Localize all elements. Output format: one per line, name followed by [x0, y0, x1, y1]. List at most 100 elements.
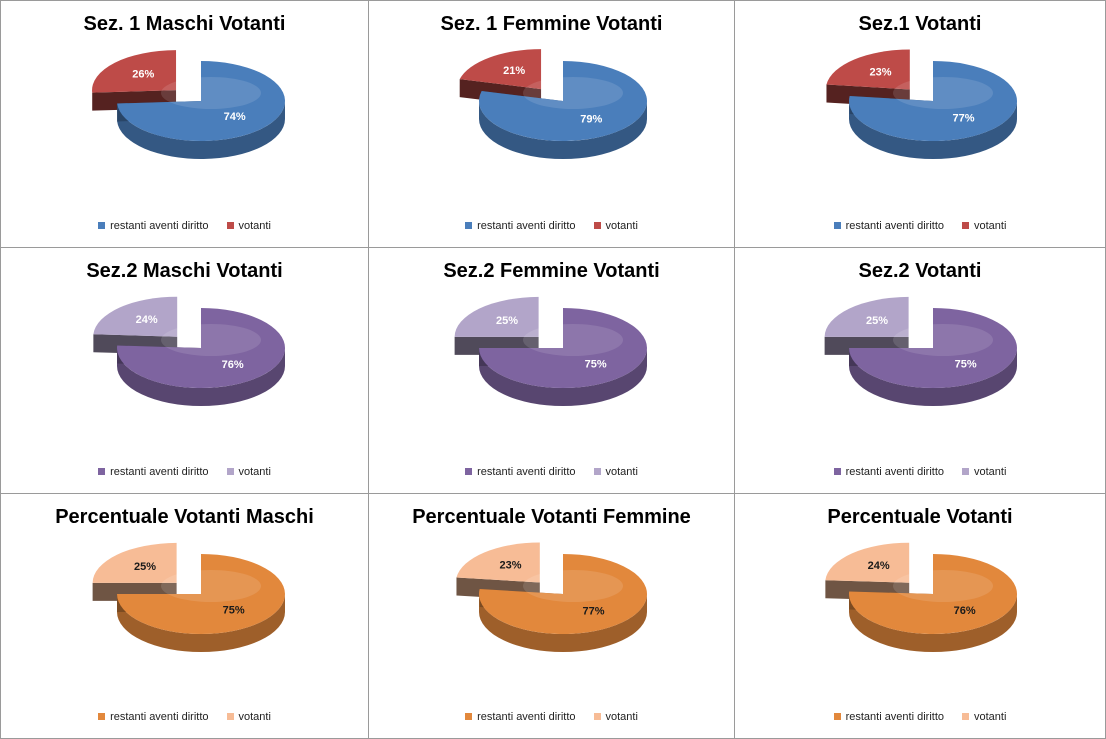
- chart-panel: Sez.1 Votanti 77% 23% restanti aventi dirit…: [734, 0, 1106, 248]
- pie-chart: 76% 24%: [93, 296, 285, 406]
- chart-title: Sez.2 Maschi Votanti: [86, 260, 283, 282]
- legend-item: restanti aventi diritto: [98, 466, 209, 478]
- slice-restanti-4: [479, 308, 647, 388]
- legend-item: restanti aventi diritto: [465, 711, 576, 723]
- chart-panel: Percentuale Votanti Femmine 77% 23% restant…: [368, 493, 735, 739]
- slice-highlight-7: [523, 570, 623, 602]
- data-label-votanti: 24%: [868, 560, 890, 572]
- legend-swatch: [98, 468, 106, 475]
- chart-panel: Sez.2 Maschi Votanti 76% 24% restanti avent…: [0, 247, 369, 494]
- legend-swatch: [593, 713, 601, 720]
- slice-highlight-3: [161, 324, 261, 356]
- legend-item: votanti: [226, 220, 271, 232]
- legend-label: votanti: [974, 466, 1007, 478]
- slice-highlight-0: [161, 77, 261, 109]
- chart-panel: Percentuale Votanti Maschi 75% 25% restanti…: [0, 493, 369, 739]
- legend-label: votanti: [605, 711, 638, 723]
- slice-votanti-2: [826, 49, 910, 90]
- legend-swatch: [465, 222, 473, 229]
- legend-swatch: [833, 468, 841, 475]
- data-label-restanti: 75%: [223, 605, 245, 617]
- legend-swatch: [593, 468, 601, 475]
- slice-votanti-7: [456, 542, 540, 583]
- chart-panel: Sez.2 Votanti 75% 25% restanti aventi dirit…: [734, 247, 1106, 494]
- legend-item: votanti: [226, 711, 271, 723]
- legend-label: restanti aventi diritto: [110, 466, 209, 478]
- pie-chart: 76% 24%: [825, 542, 1017, 652]
- legend-label: restanti aventi diritto: [845, 466, 944, 478]
- data-label-votanti: 21%: [503, 65, 525, 77]
- data-label-votanti: 23%: [499, 559, 521, 571]
- data-label-restanti: 79%: [580, 113, 602, 125]
- legend-swatch: [98, 222, 106, 229]
- slice-restanti-wall-6: [117, 594, 285, 652]
- legend-item: restanti aventi diritto: [833, 220, 944, 232]
- slice-highlight-4: [523, 324, 623, 356]
- chart-legend: restanti aventi diritto votanti: [735, 466, 1105, 478]
- legend-item: restanti aventi diritto: [833, 466, 944, 478]
- legend-label: restanti aventi diritto: [110, 220, 209, 232]
- slice-restanti-0: [117, 61, 285, 142]
- legend-item: votanti: [226, 466, 271, 478]
- slice-restanti-6: [117, 554, 285, 634]
- legend-label: restanti aventi diritto: [477, 711, 576, 723]
- slice-votanti-3: [93, 296, 178, 337]
- legend-label: restanti aventi diritto: [477, 220, 576, 232]
- chart-title: Percentuale Votanti: [827, 506, 1013, 528]
- data-label-votanti: 25%: [134, 561, 156, 573]
- legend-label: votanti: [605, 220, 638, 232]
- data-label-votanti: 23%: [869, 66, 891, 78]
- chart-title: Sez.2 Femmine Votanti: [443, 260, 660, 282]
- slice-votanti-0: [92, 50, 177, 93]
- legend-label: votanti: [238, 220, 271, 232]
- legend-label: restanti aventi diritto: [110, 711, 209, 723]
- data-label-votanti: 24%: [136, 314, 158, 326]
- slice-restanti-7: [479, 554, 647, 634]
- slice-votanti-5: [824, 296, 909, 337]
- slice-restanti-wall-8: [849, 594, 1017, 652]
- slice-restanti-wall-5: [849, 348, 1017, 406]
- slice-restanti-wall-1: [479, 101, 647, 159]
- pie-chart: 79% 21%: [459, 49, 647, 159]
- slice-votanti-4: [454, 296, 539, 337]
- legend-item: restanti aventi diritto: [98, 711, 209, 723]
- chart-title: Percentuale Votanti Femmine: [412, 506, 691, 528]
- chart-panel: Sez. 1 Maschi Votanti 74% 26% restanti aven…: [0, 0, 369, 248]
- chart-panel: Sez. 1 Femmine Votanti 79% 21% restanti ave…: [368, 0, 735, 248]
- data-label-restanti: 74%: [224, 111, 246, 123]
- pie-chart: 77% 23%: [456, 542, 647, 652]
- slice-votanti-6: [92, 542, 177, 583]
- slice-highlight-1: [523, 77, 623, 109]
- pie-chart: 74% 26%: [92, 50, 285, 159]
- legend-item: restanti aventi diritto: [98, 220, 209, 232]
- data-label-restanti: 76%: [222, 359, 244, 371]
- slice-highlight-5: [893, 324, 993, 356]
- pie-chart: 77% 23%: [826, 49, 1017, 159]
- legend-swatch: [962, 468, 969, 475]
- legend-swatch: [465, 713, 473, 720]
- legend-swatch: [465, 468, 473, 475]
- slice-highlight-8: [893, 570, 993, 602]
- chart-panel: Sez.2 Femmine Votanti 75% 25% restanti aven…: [368, 247, 735, 494]
- legend-swatch: [962, 222, 969, 229]
- legend-item: votanti: [593, 466, 638, 478]
- data-label-votanti: 26%: [132, 69, 154, 81]
- slice-votanti-8: [825, 542, 910, 583]
- legend-item: votanti: [962, 466, 1006, 478]
- legend-swatch: [833, 222, 841, 229]
- chart-panel: Percentuale Votanti 76% 24% restanti aventi…: [734, 493, 1106, 739]
- legend-item: votanti: [962, 220, 1006, 232]
- chart-title: Sez.2 Votanti: [858, 260, 982, 282]
- chart-legend: restanti aventi diritto votanti: [735, 711, 1105, 723]
- legend-label: restanti aventi diritto: [845, 711, 944, 723]
- legend-swatch: [226, 222, 234, 229]
- chart-legend: restanti aventi diritto votanti: [369, 711, 734, 723]
- legend-swatch: [226, 468, 234, 475]
- slice-restanti-2: [849, 61, 1017, 141]
- legend-swatch: [98, 713, 106, 720]
- legend-label: votanti: [974, 711, 1007, 723]
- chart-title: Sez. 1 Maschi Votanti: [83, 13, 286, 35]
- legend-label: restanti aventi diritto: [845, 220, 944, 232]
- data-label-restanti: 75%: [955, 359, 977, 371]
